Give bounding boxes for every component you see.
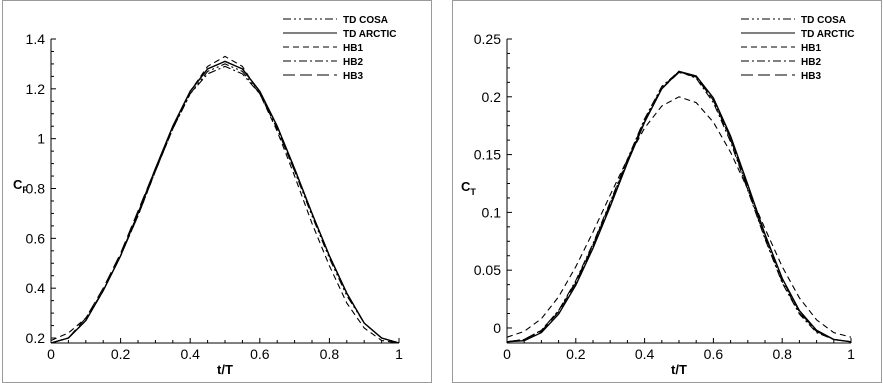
series-line-td-arctic xyxy=(50,60,400,344)
y-tick-label: 0.8 xyxy=(26,181,46,197)
x-axis-label: t/T xyxy=(217,362,233,377)
force-coefficient-chart: 0 0.2 0.4 0.6 0.8 10.20.40.60.811.21.4t/TCFTD… xyxy=(13,15,403,377)
legend-label: TD COSA xyxy=(343,15,388,26)
legend-label: HB3 xyxy=(801,71,821,82)
right-chart-panel: 0 0.2 0.4 0.6 0.8 1 0 0.05 0.1 0.15 0.2 0.25 t/T CT TD… xyxy=(452,0,882,383)
legend-label: TD ARCTIC xyxy=(343,29,397,40)
y-tick-label: 0.2 xyxy=(482,89,502,105)
y-axis-label-subscript: F xyxy=(22,185,28,195)
left-chart-panel: 0 0.2 0.4 0.6 0.8 1 0.2 0.4 0.6 0.8 1 1.2 1.4 t/T CF TD… xyxy=(2,0,432,383)
legend-label: HB1 xyxy=(343,43,363,54)
y-tick-label: 0.2 xyxy=(26,330,46,346)
y-axis-label-subscript: T xyxy=(470,187,476,197)
y-tick-label: 1.2 xyxy=(26,81,46,97)
x-tick-label: 0.2 xyxy=(566,346,586,362)
y-tick-label: 0 xyxy=(493,320,501,336)
series-line-hb1 xyxy=(50,55,400,344)
legend-label: HB1 xyxy=(801,43,821,54)
x-tick-label: 0.8 xyxy=(320,346,340,362)
y-tick-label: 0.05 xyxy=(474,262,501,278)
series-line-hb2 xyxy=(50,65,400,344)
x-axis-label: t/T xyxy=(671,362,687,377)
x-tick-label: 1 xyxy=(395,346,403,362)
legend-label: HB2 xyxy=(801,57,821,68)
series-line-td-cosa xyxy=(50,63,400,344)
x-tick-label: 0.4 xyxy=(180,346,200,362)
series-line-td-arctic xyxy=(506,70,852,343)
y-tick-label: 0.4 xyxy=(26,280,46,296)
y-tick-label: 0.25 xyxy=(474,31,501,47)
legend-label: HB3 xyxy=(343,71,363,82)
y-tick-label: 0.6 xyxy=(26,230,46,246)
x-tick-label: 0.6 xyxy=(250,346,270,362)
y-axis-label: CT xyxy=(461,179,476,197)
series-line-hb3 xyxy=(506,71,852,343)
x-tick-label: 1 xyxy=(847,346,855,362)
y-tick-label: 0.1 xyxy=(482,204,502,220)
y-tick-label: 1.4 xyxy=(26,31,46,47)
legend-label: TD ARCTIC xyxy=(801,29,855,40)
y-axis-label: CF xyxy=(13,177,28,195)
y-axis-label-main: C xyxy=(461,179,471,194)
x-tick-label: 0 xyxy=(47,346,55,362)
legend-label: HB2 xyxy=(343,57,363,68)
legend-label: TD COSA xyxy=(801,15,846,26)
x-tick-label: 0.8 xyxy=(772,346,792,362)
x-tick-label: 0.4 xyxy=(635,346,655,362)
y-tick-label: 0.15 xyxy=(474,147,501,163)
x-tick-label: 0.6 xyxy=(704,346,724,362)
y-tick-label: 1 xyxy=(37,131,45,147)
series-line-hb2 xyxy=(506,70,852,343)
series-line-hb3 xyxy=(50,60,400,344)
x-tick-label: 0.2 xyxy=(111,346,131,362)
series-line-td-cosa xyxy=(506,70,852,343)
x-tick-label: 0 xyxy=(503,346,511,362)
series-line-hb1 xyxy=(506,96,852,338)
y-axis-label-main: C xyxy=(13,177,23,192)
thrust-coefficient-chart: 0 0.2 0.4 0.6 0.8 1 0 0.05 0.1 0.15 0.2 0.25 t/T CT TD… xyxy=(461,15,855,377)
